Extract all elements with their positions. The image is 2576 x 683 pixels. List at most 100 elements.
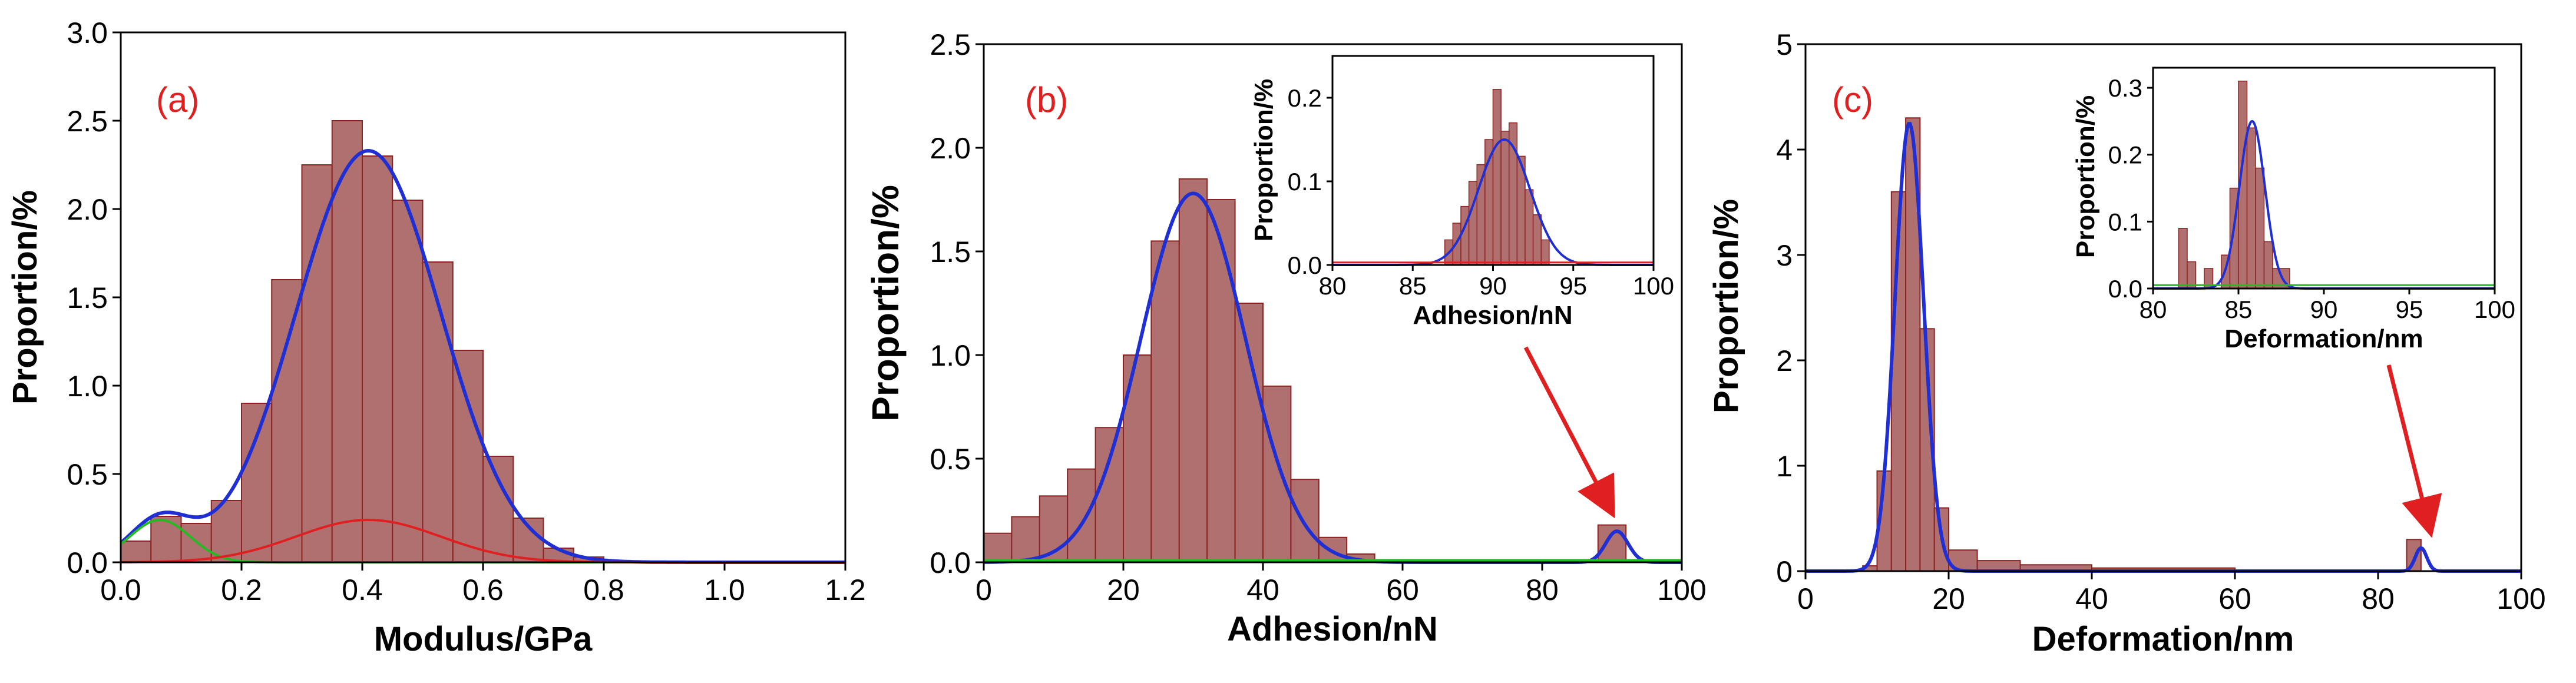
- panel-a-bar-4: [241, 403, 273, 563]
- x-axis-label-c: Deformation/nm: [2032, 620, 2294, 658]
- y-ticks-c: 0 1 2 3 4 5: [1776, 28, 1805, 588]
- inset-y-ticks-c: 0.0 0.1 0.2 0.3: [2108, 74, 2153, 303]
- panel-b-bar-8: [1206, 199, 1236, 563]
- panel-b-x-tick-label: 0: [975, 573, 992, 606]
- y-axis-label-c: Proportion/%: [1707, 199, 1745, 413]
- inset-x-ticks-c: 80 85 90 95 100: [2139, 289, 2515, 323]
- panel-b-y-tick-label: 1.5: [930, 236, 971, 268]
- inset-b-x-tick-label: 85: [1399, 272, 1427, 300]
- inset-c-bar-8: [2263, 241, 2273, 289]
- x-ticks-b: 0 20 40 60 80 100: [975, 562, 1707, 606]
- x-axis-label-b: Adhesion/nN: [1227, 610, 1438, 648]
- inset-b-bar-12: [1540, 239, 1550, 266]
- panel-b-x-tick-label: 20: [1107, 573, 1140, 606]
- x-ticks-a: 0.0 0.2 0.4 0.6 0.8 1.0 1.2: [100, 562, 866, 606]
- inset-frame-c: [2152, 67, 2496, 290]
- histogram-bars-a: [120, 120, 604, 563]
- panel-a-x-tick-label: 1.0: [704, 573, 745, 606]
- inset-y-ticks-b: 0.0 0.1 0.2: [1288, 84, 1332, 279]
- panel-b-bar-14: [1597, 524, 1627, 563]
- inset-c-x-tick-label: 85: [2225, 296, 2253, 323]
- inset-c-x-tick-label: 95: [2396, 296, 2423, 323]
- panel-a-x-tick-label: 0.2: [221, 573, 262, 606]
- panel-c-y-tick-label: 2: [1776, 344, 1793, 377]
- inset-c-bar-0: [2178, 227, 2188, 289]
- panel-b-x-tick-label: 80: [1526, 573, 1559, 606]
- inset-c-y-tick-label: 0.2: [2108, 141, 2142, 169]
- panel-a-bar-8: [362, 155, 393, 563]
- panel-a-bar-5: [271, 279, 303, 563]
- panel-c-y-tick-label: 1: [1776, 450, 1793, 483]
- panel-a-x-tick-label: 0.8: [583, 573, 624, 606]
- panel-a: 0.0 0.2 0.4 0.6 0.8 1.0 1.2 0.0 0.5 1.0 1.5 2.0 2.5…: [6, 16, 866, 658]
- panel-b-y-tick-label: 0.5: [930, 443, 971, 476]
- inset-y-axis-label-b: Proportion/%: [1249, 79, 1278, 241]
- y-ticks-b: 0.0 0.5 1.0 1.5 2.0 2.5: [930, 28, 984, 579]
- inset-b-x-tick-label: 95: [1559, 272, 1587, 300]
- inset-fit-curves-c: [2153, 120, 2495, 290]
- inset-x-ticks-b: 80 85 90 95 100: [1319, 265, 1674, 300]
- panel-c-x-tick-label: 40: [2075, 582, 2108, 615]
- x-ticks-c: 0 20 40 60 80 100: [1797, 571, 2546, 615]
- panel-a-y-tick-label: 0.5: [67, 458, 108, 491]
- panel-c-y-tick-label: 4: [1776, 134, 1793, 167]
- callout-arrow-b: [1523, 346, 1615, 519]
- panel-b-bar-11: [1290, 479, 1320, 563]
- panel-b-y-tick-label: 0.0: [930, 546, 971, 579]
- inset-y-axis-label-c: Proportion/%: [2071, 95, 2100, 258]
- panel-a-x-tick-label: 0.4: [342, 573, 383, 606]
- panel-c-x-tick-label: 0: [1797, 582, 1814, 615]
- panel-a-bar-1: [150, 516, 182, 563]
- panel-b-y-tick-label: 2.0: [930, 132, 971, 165]
- inset-b: 80 85 90 95 100 0.0 0.1 0.2 Adhesion/nN Propor…: [1249, 55, 1674, 330]
- inset-b-y-tick-label: 0.1: [1288, 168, 1322, 195]
- inset-c-x-tick-label: 80: [2139, 296, 2167, 323]
- inset-c-y-tick-label: 0.0: [2108, 275, 2142, 303]
- panel-c-x-tick-label: 60: [2218, 582, 2251, 615]
- panel-a-y-tick-label: 2.5: [67, 105, 108, 138]
- panel-a-y-tick-label: 1.5: [67, 281, 108, 314]
- inset-b-bar-11: [1532, 214, 1542, 266]
- inset-b-y-tick-label: 0.0: [1288, 251, 1322, 279]
- panel-a-y-tick-label: 2.0: [67, 193, 108, 226]
- inset-b-x-tick-label: 100: [1633, 272, 1674, 300]
- panel-label-c: (c): [1832, 80, 1873, 120]
- panel-b-bar-9: [1234, 303, 1264, 563]
- panel-a-y-tick-label: 0.0: [67, 546, 108, 579]
- inset-c-curve-inset-fit: [2153, 120, 2495, 290]
- panel-c: 0 20 40 60 80 100 0 1 2 3 4 5 Deformation/nm Propo…: [1707, 28, 2546, 658]
- inset-c-y-tick-label: 0.3: [2108, 74, 2142, 102]
- panel-a-bar-6: [301, 164, 333, 563]
- inset-c-y-tick-label: 0.1: [2108, 208, 2142, 236]
- panel-a-bar-0: [120, 541, 152, 563]
- inset-b-bar-2: [1460, 205, 1470, 266]
- callout-arrow-c: [2386, 364, 2442, 538]
- panel-c-y-tick-label: 5: [1776, 28, 1793, 61]
- panel-b-y-tick-label: 1.0: [930, 339, 971, 372]
- inset-c-bar-6: [2246, 127, 2256, 289]
- panel-b-bar-7: [1178, 178, 1208, 563]
- y-axis-label-a: Proportion/%: [6, 190, 44, 405]
- inset-b-bar-6: [1492, 89, 1502, 266]
- panel-b-bar-3: [1067, 468, 1096, 563]
- panel-b-x-tick-label: 60: [1386, 573, 1419, 606]
- inset-bars-c: [2178, 80, 2290, 289]
- inset-x-axis-label-c: Deformation/nm: [2224, 324, 2423, 353]
- inset-c: 80 85 90 95 100 0.00.10.20.3 Deformation/nm …: [2071, 67, 2515, 353]
- inset-b-bar-7: [1500, 131, 1510, 266]
- panel-label-b: (b): [1025, 80, 1068, 120]
- panel-b: 0 20 40 60 80 100 0.0 0.5 1.0 1.5 2.0 2.5 Adhesion…: [864, 28, 1707, 648]
- panel-a-x-tick-label: 0.0: [100, 573, 141, 606]
- inset-c-bar-7: [2255, 167, 2265, 289]
- panel-b-bar-4: [1094, 427, 1124, 563]
- panel-a-bar-7: [331, 120, 363, 563]
- panel-a-bar-12: [482, 456, 514, 563]
- inset-c-x-tick-label: 100: [2474, 296, 2515, 323]
- panel-a-y-tick-label: 1.0: [67, 370, 108, 403]
- panel-a-bar-9: [392, 200, 424, 563]
- panel-c-y-tick-label: 0: [1776, 555, 1793, 588]
- panel-b-bar-0: [983, 532, 1013, 563]
- panel-c-x-tick-label: 80: [2362, 582, 2395, 615]
- inset-b-x-tick-label: 90: [1479, 272, 1507, 300]
